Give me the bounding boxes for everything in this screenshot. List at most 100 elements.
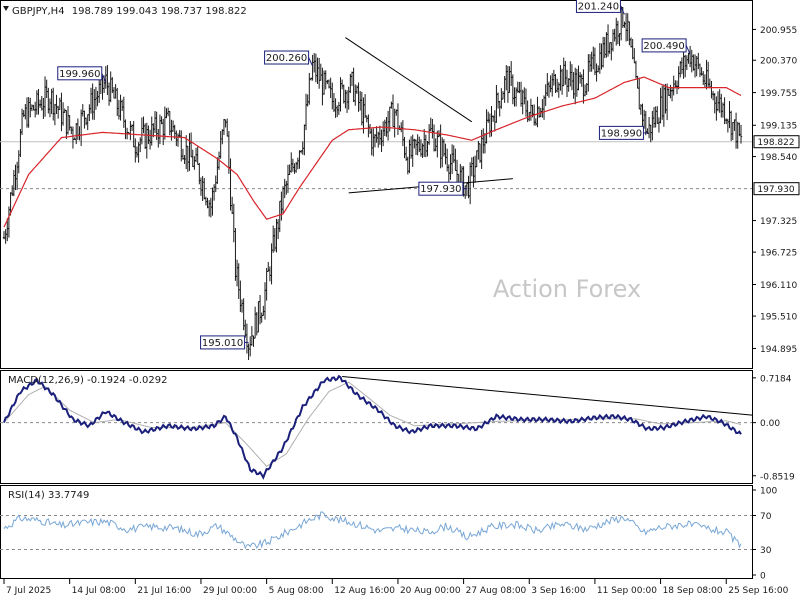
price-bar (171, 120, 175, 132)
price-bar (468, 162, 472, 205)
price-bar (534, 118, 538, 126)
price-bar (363, 94, 367, 119)
price-annotation-pointer (308, 57, 314, 67)
price-bar (733, 119, 736, 131)
price-bar (45, 79, 48, 99)
price-bar (508, 66, 511, 93)
macd-panel-frame (0, 370, 753, 484)
price-bar (693, 54, 697, 78)
price-bar (276, 219, 280, 240)
price-bar (439, 124, 442, 169)
price-bar (536, 96, 539, 128)
price-bar (180, 130, 183, 162)
price-bar (738, 122, 741, 137)
ohlc-text: 198.789 199.043 198.737 198.822 (72, 6, 247, 17)
price-bar (593, 47, 597, 76)
price-bar (720, 93, 723, 118)
price-bar (372, 128, 375, 157)
price-bar (511, 74, 515, 105)
price-bar (473, 155, 477, 183)
moving-average-line (3, 76, 742, 228)
price-bar (562, 57, 565, 87)
price-bar (214, 175, 217, 193)
price-bar (263, 282, 267, 320)
price-bar (464, 185, 467, 199)
price-bar (669, 84, 672, 99)
price-bar (487, 111, 490, 123)
price-bar (281, 186, 285, 214)
price-bar (429, 117, 432, 132)
price-bar (17, 150, 20, 174)
price-y-tick-label: 199.135 (760, 122, 797, 132)
price-bar (207, 200, 211, 217)
price-bar (601, 36, 605, 68)
price-bar (731, 122, 734, 141)
price-bar (253, 306, 257, 339)
price-annotation-text: 199.960 (59, 69, 100, 80)
price-bar (270, 243, 273, 285)
price-bar (198, 163, 201, 185)
price-bar (729, 110, 733, 141)
price-bar (705, 59, 708, 90)
price-bar (386, 110, 390, 141)
price-bar (117, 99, 121, 120)
price-axis-marker (753, 182, 800, 196)
price-bar (331, 82, 334, 110)
price-annotation-pointer (101, 73, 107, 83)
price-bar (431, 118, 434, 139)
price-bar (354, 84, 357, 106)
price-bar (498, 100, 501, 117)
price-bar (654, 106, 657, 128)
price-bar (239, 280, 242, 312)
price-bar (716, 91, 720, 112)
price-bar (633, 48, 636, 64)
price-bar (659, 87, 662, 124)
price-bar (86, 114, 89, 131)
price-annotation-text: 200.490 (643, 41, 684, 52)
price-bar (475, 150, 478, 168)
price-bar (569, 61, 572, 87)
price-bar (478, 143, 482, 163)
price-annotation-pointer (620, 5, 625, 15)
price-bar (89, 87, 93, 114)
price-bar (53, 103, 57, 126)
price-bar (337, 101, 341, 115)
price-bar (426, 140, 429, 157)
price-bar (22, 110, 25, 118)
price-bar (298, 150, 301, 169)
price-bar (423, 129, 426, 157)
x-axis-tick-label: 18 Sep 08:00 (663, 586, 723, 596)
price-bar (19, 128, 22, 157)
macd-line (3, 374, 742, 480)
axes: 200.955 200.370 199.755 199.135 198.540 197.3… (3, 26, 800, 596)
price-bar (235, 259, 239, 287)
price-bar (529, 98, 533, 121)
price-bar (623, 21, 626, 28)
price-bar (559, 65, 562, 91)
price-bar (112, 87, 116, 99)
price-bar (319, 63, 322, 81)
price-bar (306, 94, 309, 107)
price-bar (27, 97, 30, 128)
price-bar (393, 108, 396, 138)
price-bar (124, 119, 127, 140)
price-bar (631, 38, 634, 60)
price-bar (71, 126, 75, 149)
price-bar (718, 89, 721, 113)
price-bar (436, 130, 439, 158)
price-bar (91, 83, 94, 120)
price-bar (467, 175, 470, 199)
price-bar (483, 133, 487, 154)
price-bar (245, 323, 249, 354)
price-bar (230, 196, 234, 215)
price-bar (677, 66, 680, 90)
price-bar (642, 109, 646, 129)
price-bar (649, 124, 652, 143)
price-bar (135, 146, 139, 158)
price-bar (615, 17, 618, 46)
price-bar (447, 164, 451, 184)
price-bar (661, 85, 664, 120)
price-bar (55, 94, 58, 114)
price-bar (352, 67, 355, 103)
price-bar (605, 32, 608, 58)
